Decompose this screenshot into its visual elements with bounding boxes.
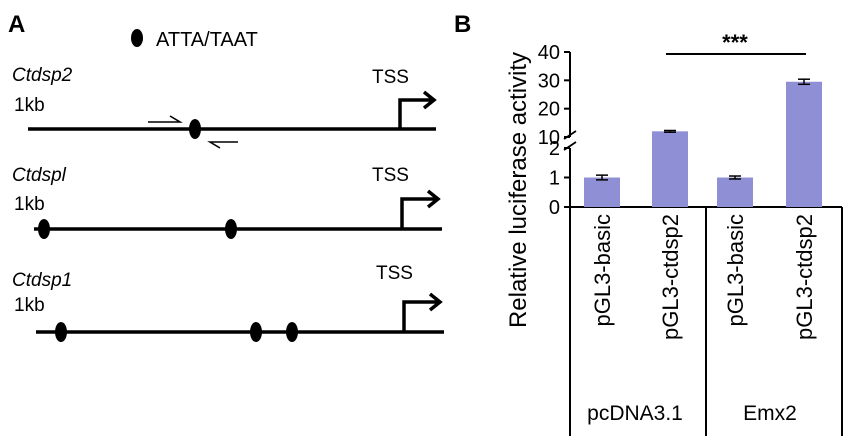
- tss-label: TSS: [372, 67, 409, 88]
- group-labels: pcDNA3.1 Emx2: [587, 402, 797, 425]
- significance-layer: ***: [666, 30, 806, 55]
- significance-label: ***: [722, 30, 748, 55]
- binding-site-marker: [250, 322, 262, 342]
- scale-label: 1kb: [14, 295, 45, 316]
- gene-name: Ctdsp1: [12, 270, 72, 291]
- binding-site-marker: [225, 219, 237, 239]
- group-label-pcdna: pcDNA3.1: [587, 402, 683, 425]
- x-tick-label: pGL3-basic: [723, 214, 748, 327]
- tss-arrow: [398, 90, 437, 129]
- binding-site-marker: [189, 119, 201, 139]
- y-tick-label: 10: [538, 127, 560, 149]
- x-tick-label: pGL3-ctdsp2: [792, 214, 817, 340]
- binding-site-marker: [55, 322, 67, 342]
- binding-site-marker: [286, 322, 298, 342]
- x-label-layer: pGL3-basic pGL3-ctdsp2 pGL3-basic pGL3-ctds…: [590, 214, 817, 340]
- x-tick-label: pGL3-basic: [590, 214, 615, 327]
- y-tick-label: 40: [538, 42, 560, 64]
- gene-name: Ctdspl: [12, 165, 67, 186]
- bar-4: [786, 81, 822, 207]
- y-tick-label: 20: [538, 99, 560, 121]
- gene-row-ctdsp1: Ctdsp1 1kb TSS: [12, 263, 444, 342]
- tss-label: TSS: [372, 165, 409, 186]
- scale-label: 1kb: [14, 95, 45, 116]
- bar-layer: [584, 78, 822, 207]
- y-axis-label: Relative luciferase activity: [505, 52, 532, 328]
- panel-a-promoter-diagrams: A ATTA/TAAT Ctdsp2 1kb TSS Ctdspl 1kb TS…: [8, 11, 444, 342]
- binding-site-marker: [38, 219, 50, 239]
- gene-name: Ctdsp2: [12, 65, 73, 86]
- x-tick-label: pGL3-ctdsp2: [658, 214, 683, 340]
- bar-1: [584, 177, 620, 207]
- gene-row-ctdspl: Ctdspl 1kb TSS: [12, 165, 442, 239]
- legend-label: ATTA/TAAT: [156, 29, 258, 51]
- bar-2: [652, 131, 688, 207]
- axis-break-marker: [563, 130, 577, 151]
- legend-binding-site-marker: [131, 29, 143, 47]
- scale-label: 1kb: [14, 194, 45, 215]
- group-label-emx2: Emx2: [743, 402, 797, 425]
- panel-b-label: B: [454, 11, 471, 38]
- y-tick-label: 2: [549, 138, 560, 160]
- y-tick-label: 1: [549, 168, 560, 190]
- y-tick-label: 30: [538, 70, 560, 92]
- bar-3: [717, 177, 753, 207]
- panel-a-label: A: [8, 11, 25, 38]
- tss-arrow: [402, 292, 443, 332]
- forward-primer-arrow: [148, 115, 183, 123]
- tss-label: TSS: [376, 263, 413, 284]
- reverse-primer-arrow: [207, 141, 238, 149]
- tss-arrow: [400, 189, 441, 229]
- panel-b-luciferase-chart: B Relative luciferase activity 0 1 210 20 30…: [454, 11, 843, 436]
- gene-row-ctdsp2: Ctdsp2 1kb TSS: [12, 65, 437, 149]
- y-tick-label: 0: [549, 197, 560, 219]
